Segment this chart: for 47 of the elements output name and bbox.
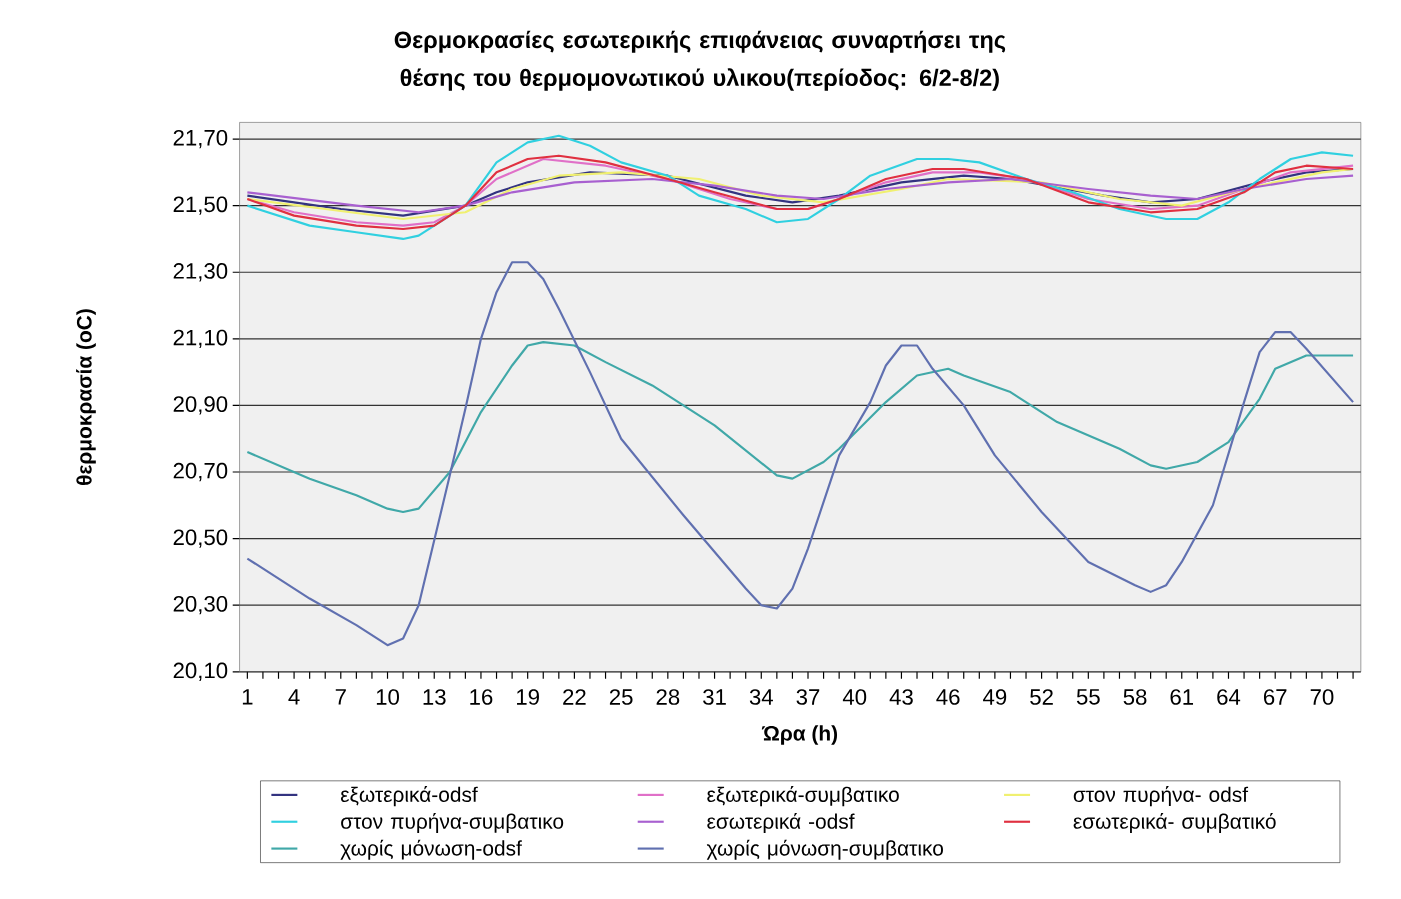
x-tick-label: 28 — [656, 689, 680, 705]
x-tick-label: 52 — [1030, 689, 1053, 705]
legend-label: χωρίς μόνωση-συμβατικο — [706, 839, 943, 860]
y-tick-label: 20,70 — [173, 462, 228, 482]
x-tick-label: 25 — [609, 689, 633, 705]
y-axis-title: θερμοκρασία (oC) — [76, 309, 96, 485]
x-tick-label: 43 — [889, 689, 913, 705]
y-tick-label: 20,30 — [173, 596, 228, 615]
x-tick-label: 70 — [1310, 689, 1334, 705]
x-tick-label: 13 — [423, 689, 446, 705]
x-tick-label: 67 — [1263, 689, 1287, 705]
chart-title: Θερμοκρασίες εσωτερικής επιφάνειας συναρτήσει της θέσης του θερμομονωτικού υλικου(περίοδος: 6/2-8/2) — [394, 30, 1006, 91]
line-series — [246, 134, 1355, 241]
legend-label: εσωτερικά -odsf — [707, 812, 855, 833]
x-tick-label: 19 — [517, 689, 539, 705]
x-tick-label: 16 — [470, 689, 493, 705]
y-tick-label: 21,70 — [173, 129, 228, 149]
line-series — [246, 261, 1355, 647]
legend-label: εσωτερικά- συμβατικό — [1073, 812, 1276, 833]
legend-label: χωρίς μόνωση-odsf — [340, 839, 522, 860]
y-tick-label: 20,50 — [173, 529, 228, 548]
y-tick-label: 21,50 — [173, 196, 228, 215]
x-tick-label: 55 — [1076, 689, 1100, 705]
x-axis-title: Ώρα (h) — [761, 725, 838, 745]
y-tick-label: 20,10 — [173, 662, 228, 681]
x-tick-label: 58 — [1123, 689, 1147, 705]
legend-label: στον πυρήνα-συμβατικο — [341, 812, 564, 833]
x-tick-label: 22 — [563, 689, 586, 705]
legend-label: στον πυρήνα- odsf — [1073, 786, 1249, 807]
y-tick-label: 20,90 — [173, 396, 228, 415]
x-tick-label: 37 — [796, 689, 820, 705]
y-tick-label: 21,10 — [173, 329, 228, 349]
legend-label: εξωτερικά-odsf — [340, 786, 478, 807]
x-tick-label: 7 — [335, 689, 346, 705]
x-tick-label: 61 — [1170, 689, 1194, 705]
x-tick-label: 46 — [936, 689, 960, 705]
legend-label: εξωτερικά-συμβατικο — [707, 786, 899, 807]
x-tick-label: 34 — [749, 689, 773, 705]
x-tick-label: 10 — [376, 689, 399, 705]
line-series — [246, 174, 1355, 214]
x-tick-label: 4 — [288, 689, 300, 705]
x-tick-label: 40 — [842, 689, 867, 705]
x-tick-label: 31 — [703, 689, 726, 705]
x-tick-label: 49 — [983, 689, 1007, 705]
x-tick-label: 64 — [1217, 689, 1241, 705]
y-tick-label: 21,30 — [173, 263, 228, 282]
x-tick-label: 1 — [242, 689, 253, 705]
